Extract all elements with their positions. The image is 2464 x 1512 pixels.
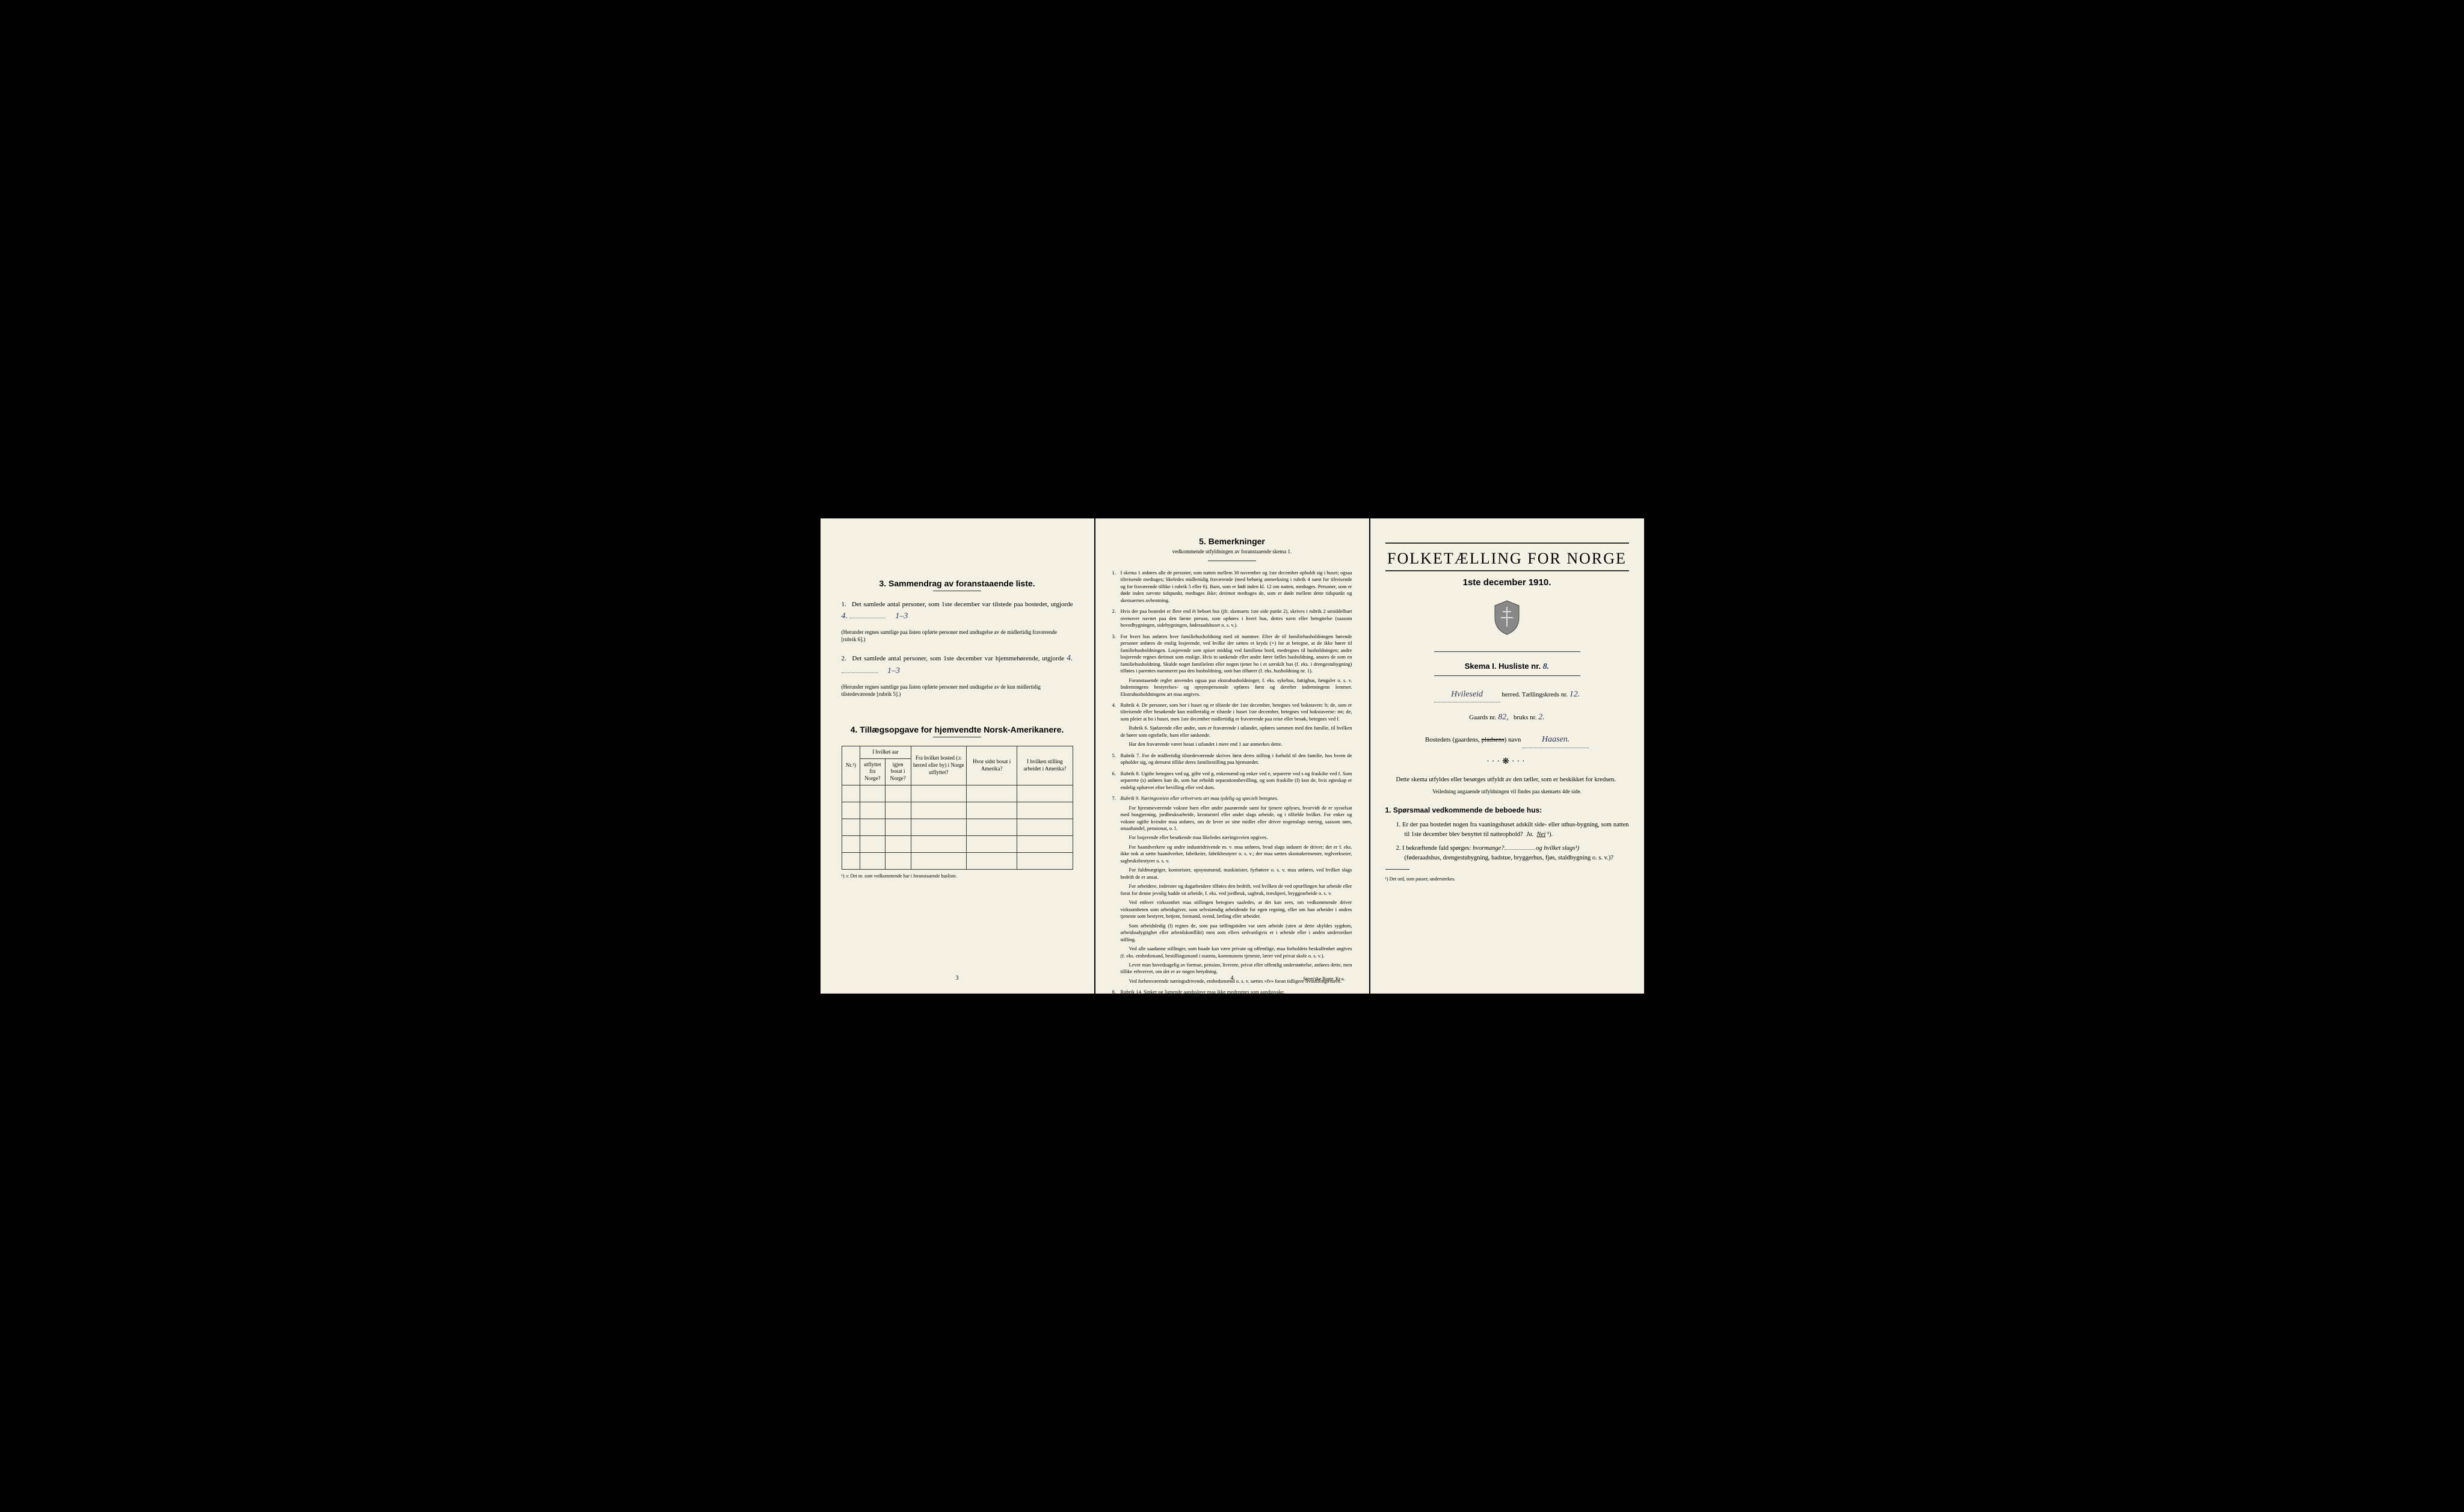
remark-5: 5.Rubrik 7. For de midlertidig tilstedev… (1112, 752, 1352, 766)
item1-note: (Herunder regnes samtlige paa listen opf… (842, 628, 1073, 644)
kreds-nr: 12. (1569, 690, 1580, 699)
rule (1385, 542, 1629, 544)
table-row (842, 802, 1073, 819)
summary-item-2: 2. Det samlede antal personer, som 1ste … (842, 652, 1073, 677)
instruction-block: Dette skema utfyldes eller besørges utfy… (1385, 775, 1629, 883)
item2-note: (Herunder regnes samtlige paa listen opf… (842, 683, 1073, 698)
rule (1434, 675, 1580, 676)
printer-imprint: Steen'ske Bogtr. Kr.a. (1303, 976, 1344, 982)
remarks-list: 1.I skema 1 anføres alle de personer, so… (1112, 570, 1352, 1005)
col-bosat: igjen bosat i Norge? (885, 758, 911, 785)
remark-8: 8.Rubrik 14. Sinker og lignende aandsslo… (1112, 989, 1352, 1005)
table-row (842, 819, 1073, 835)
col-amerika: Hvor sidst bosat i Amerika? (966, 746, 1017, 785)
question-heading: 1. Spørsmaal vedkommende de beboede hus: (1385, 805, 1629, 816)
page-number: 4 (1231, 975, 1234, 982)
table-row (842, 785, 1073, 802)
bosted-line: Bostedets (gaardens, pladsens) navn Haas… (1385, 732, 1629, 748)
page-middle: 5. Bemerkninger vedkommende utfyldningen… (1095, 518, 1369, 994)
table-row (842, 852, 1073, 869)
gaards-nr: 82, (1498, 713, 1509, 722)
table-footnote: ¹) ɔ: Det nr. som vedkommende har i fora… (842, 873, 1073, 879)
page-right: FOLKETÆLLING FOR NORGE 1ste december 191… (1370, 518, 1644, 994)
remark-2: 2.Hvis der paa bostedet er flere end ét … (1112, 608, 1352, 628)
summary-item-1: 1. Det samlede antal personer, som 1ste … (842, 600, 1073, 622)
question-2: 2. I bekræftende fald spørges: hvormange… (1396, 844, 1629, 863)
bruks-nr: 2. (1538, 713, 1545, 722)
document-title: FOLKETÆLLING FOR NORGE (1385, 550, 1629, 568)
footnote: ¹) Det ord, som passer, understrekes. (1385, 876, 1629, 883)
schema-line: Skema I. Husliste nr. 8. (1385, 662, 1629, 672)
census-date: 1ste december 1910. (1385, 577, 1629, 588)
col-stilling: I hvilken stilling arbeidet i Amerika? (1017, 746, 1073, 785)
husliste-nr: 8. (1543, 662, 1550, 671)
remark-7: 7.Rubrik 9. Næringsveien eller erhvervet… (1112, 795, 1352, 985)
hjemme-range: 1–3 (887, 666, 900, 675)
coat-of-arms-icon (1385, 600, 1629, 643)
bosted-value: Haasen. (1523, 732, 1589, 748)
table-row (842, 835, 1073, 852)
question-1: 1. Er der paa bostedet nogen fra vaaning… (1396, 820, 1629, 840)
ornament-icon: ···❋··· (1385, 757, 1629, 767)
col-nr: Nr.¹) (842, 746, 860, 785)
col-bosted: Fra hvilket bosted (ɔ: herred eller by) … (911, 746, 966, 785)
tilstede-range: 1–3 (895, 612, 908, 621)
remark-1: 1.I skema 1 anføres alle de personer, so… (1112, 570, 1352, 604)
tilstede-count: 4. (842, 612, 848, 621)
remark-3: 3.For hvert hus anføres hver familiehush… (1112, 633, 1352, 698)
section5-sub: vedkommende utfyldningen av foranstaaend… (1112, 549, 1352, 555)
remark-6: 6.Rubrik 8. Ugifte betegnes ved ug, gift… (1112, 770, 1352, 791)
hjemme-count: 4. (1067, 654, 1073, 663)
herred-line: Hvileseid herred. Tællingskreds nr. 12. (1385, 687, 1629, 702)
gaards-line: Gaards nr. 82, bruks nr. 2. (1385, 710, 1629, 725)
amerikanere-table: Nr.¹) I hvilket aar Fra hvilket bosted (… (842, 746, 1073, 870)
section3-heading: 3. Sammendrag av foranstaaende liste. (842, 579, 1073, 588)
remark-4: 4.Rubrik 4. De personer, som bor i huset… (1112, 702, 1352, 748)
col-aar: I hvilket aar (860, 746, 911, 758)
section5-heading: 5. Bemerkninger (1112, 536, 1352, 546)
col-utflyttet: utflyttet fra Norge? (860, 758, 885, 785)
page-number: 3 (956, 975, 959, 982)
answer-nei: Nei (1537, 831, 1546, 838)
page-left: 3. Sammendrag av foranstaaende liste. 1.… (821, 518, 1094, 994)
rule (1385, 570, 1629, 571)
section4-heading: 4. Tillægsopgave for hjemvendte Norsk-Am… (842, 725, 1073, 734)
herred-value: Hvileseid (1434, 687, 1500, 702)
rule (1434, 651, 1580, 652)
census-document: 3. Sammendrag av foranstaaende liste. 1.… (821, 518, 1644, 994)
